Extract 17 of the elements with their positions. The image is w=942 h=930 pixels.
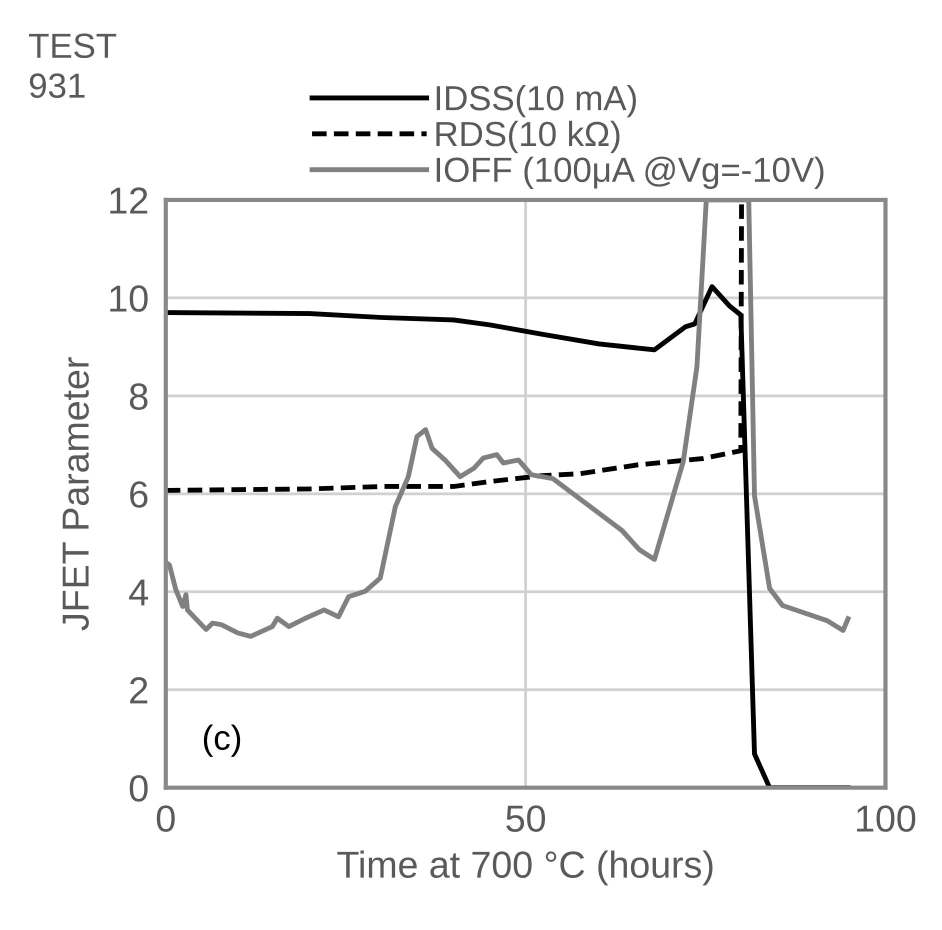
text: TEST 931 <box>29 33 116 98</box>
y-tick-label: 8 <box>130 383 148 410</box>
y-tick-label: 10 <box>110 285 148 312</box>
legend-label: IDSS(10 mA) <box>436 84 636 118</box>
legend-label: IOFF (100μA @Vg=-10V) <box>436 156 824 189</box>
y-tick-label: 6 <box>130 481 148 508</box>
y-tick-label: 4 <box>129 580 148 606</box>
annotation: (c) <box>204 724 240 757</box>
legend-label: RDS(10 kΩ) <box>436 120 620 154</box>
x-axis-title: Time at 700 °C (hours) <box>337 850 712 886</box>
y-axis-title: JFET Parameter <box>62 357 89 630</box>
y-tick-label: 2 <box>130 677 148 704</box>
y-tick-label: 12 <box>110 187 148 214</box>
y-tick-label: 0 <box>130 775 148 802</box>
x-tick-label: 0 <box>156 805 175 832</box>
x-tick-label: 100 <box>857 805 916 832</box>
x-tick-label: 50 <box>506 805 546 832</box>
